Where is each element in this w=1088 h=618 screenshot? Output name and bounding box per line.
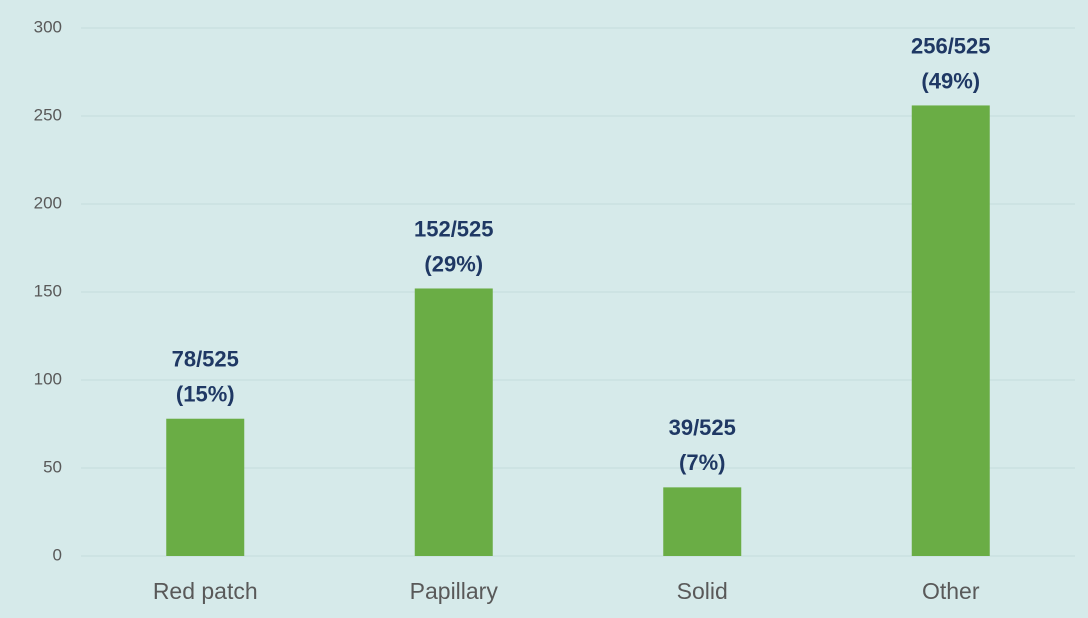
value-label: (29%) [424, 251, 483, 276]
value-label: (49%) [921, 68, 980, 93]
bar [414, 288, 493, 556]
y-tick-label: 0 [53, 545, 62, 564]
x-tick-label: Red patch [153, 578, 258, 604]
value-label: 256/525 [911, 33, 991, 58]
value-label: (7%) [679, 450, 725, 475]
y-tick-label: 200 [34, 193, 62, 212]
x-tick-label: Solid [677, 578, 728, 604]
y-tick-label: 50 [43, 457, 62, 476]
y-tick-label: 100 [34, 369, 62, 388]
x-tick-label: Other [922, 578, 980, 604]
value-label: (15%) [176, 382, 235, 407]
value-label: 78/525 [172, 347, 239, 372]
bar [663, 487, 742, 556]
value-label: 39/525 [669, 415, 736, 440]
x-tick-label: Papillary [410, 578, 499, 604]
y-tick-label: 150 [34, 281, 62, 300]
y-tick-label: 250 [34, 105, 62, 124]
y-tick-label: 300 [34, 17, 62, 36]
bar [166, 418, 245, 556]
bar [911, 105, 990, 556]
value-label: 152/525 [414, 216, 494, 241]
